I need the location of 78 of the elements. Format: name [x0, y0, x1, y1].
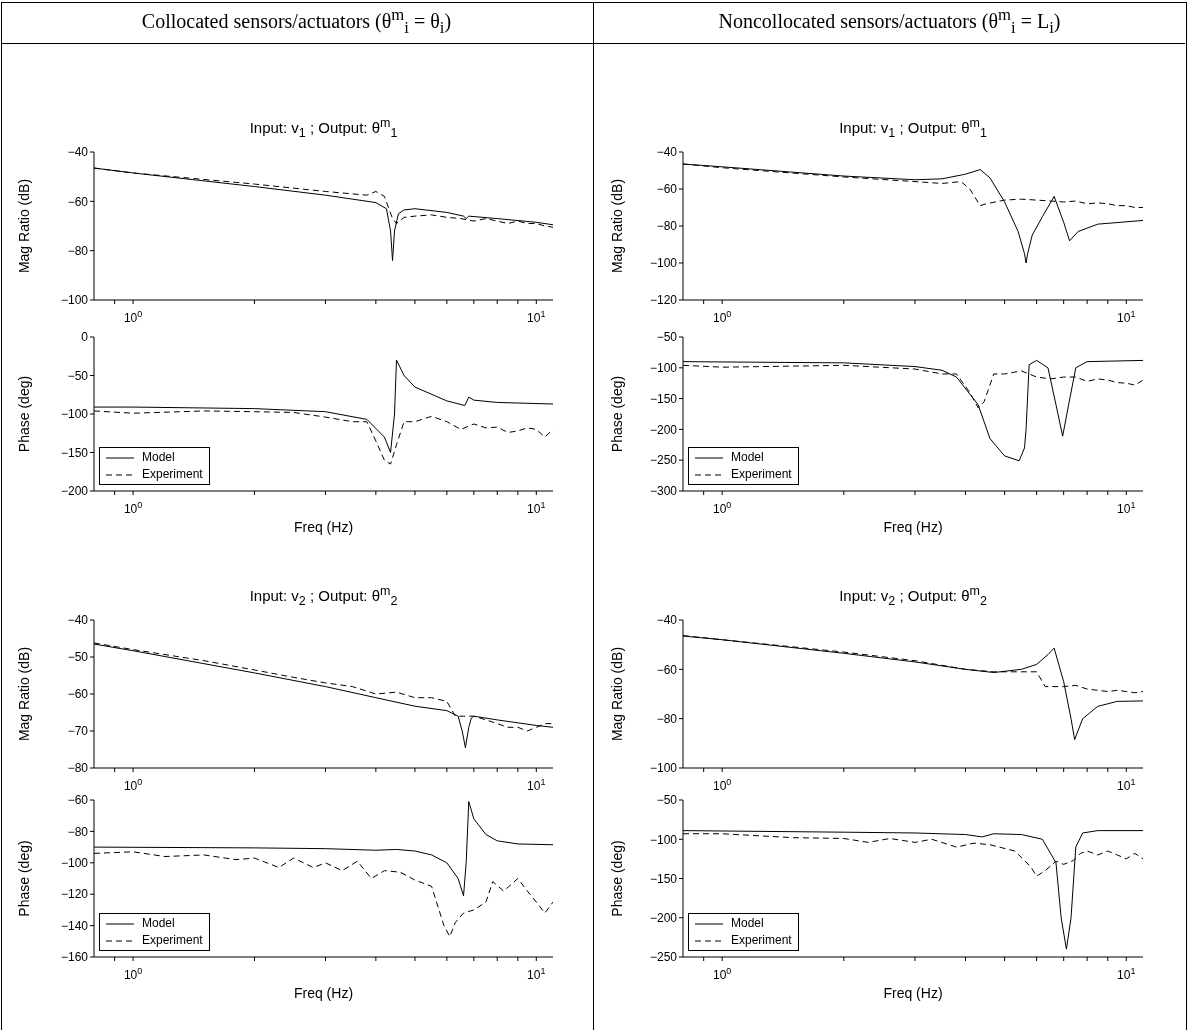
x-axis-title: Freq (Hz)	[882, 519, 944, 535]
y-tick-label: −80	[656, 219, 678, 234]
y-tick-label: −40	[656, 145, 678, 160]
x-tick-label: 10$^{0}$	[712, 966, 732, 982]
x-tick-label: 10$^{0}$	[123, 966, 143, 982]
y-axis-title: Mag Ratio (dB)	[608, 178, 625, 274]
y-axis-title: Phase (deg)	[15, 375, 32, 453]
y-tick-label: −100	[649, 761, 678, 776]
y-tick-label: −140	[60, 918, 89, 933]
x-tick-label: 10$^{1}$	[1117, 500, 1136, 516]
y-tick-label: −50	[656, 793, 678, 808]
y-axis-title: Phase (deg)	[608, 375, 625, 453]
y-tick-label: 0	[81, 330, 89, 345]
x-axis-title: Freq (Hz)	[292, 985, 355, 1001]
y-tick-label: −100	[649, 832, 678, 847]
y-tick-label: −40	[67, 613, 89, 628]
x-tick-label: 10$^{1}$	[1117, 966, 1136, 982]
y-axis-title: Mag Ratio (dB)	[15, 646, 32, 742]
y-tick-label: −80	[67, 761, 89, 776]
y-tick-label: −200	[649, 422, 678, 437]
text: Noncollocated sensors/actuators (θ$^{m}$$_{i}$ = L$_{i}$)	[718, 5, 1061, 38]
x-tick-label: 10$^{0}$	[123, 500, 143, 516]
y-axis-title: Phase (deg)	[15, 840, 32, 917]
y-tick-label: −40	[67, 145, 89, 160]
y-tick-label: −50	[67, 368, 89, 383]
y-tick-label: −40	[656, 613, 678, 628]
legend-label: Experiment	[731, 932, 792, 949]
y-tick-label: −200	[649, 911, 678, 926]
x-tick-label: 10$^{0}$	[712, 777, 732, 793]
x-tick-label: 10$^{1}$	[527, 309, 546, 325]
y-tick-label: −70	[67, 724, 89, 739]
y-tick-label: −160	[60, 950, 89, 965]
y-tick-label: −100	[60, 293, 89, 308]
legend-label: Experiment	[142, 932, 203, 949]
y-tick-label: −80	[656, 711, 678, 726]
y-tick-label: −60	[67, 687, 89, 702]
y-tick-label: −100	[649, 256, 678, 271]
y-tick-label: −250	[649, 950, 678, 965]
y-tick-label: −100	[60, 407, 89, 422]
y-tick-label: −150	[649, 391, 678, 406]
x-tick-label: 10$^{1}$	[1117, 777, 1136, 793]
y-tick-label: −60	[67, 793, 89, 808]
legend-label: Model	[731, 449, 764, 466]
legend-label: Experiment	[731, 466, 792, 483]
y-axis-title: Phase (deg)	[608, 840, 625, 917]
y-axis-title: Mag Ratio (dB)	[608, 646, 625, 742]
x-axis-title: Freq (Hz)	[292, 519, 355, 535]
x-tick-label: 10$^{1}$	[527, 777, 546, 793]
y-tick-label: −250	[649, 453, 678, 468]
y-tick-label: −80	[67, 824, 89, 839]
y-tick-label: −300	[649, 484, 678, 499]
x-tick-label: 10$^{1}$	[527, 966, 546, 982]
y-tick-label: −100	[60, 856, 89, 871]
y-tick-label: −50	[67, 650, 89, 665]
legend-label: Model	[142, 449, 175, 466]
x-axis-title: Freq (Hz)	[882, 985, 944, 1001]
y-tick-label: −150	[649, 871, 678, 886]
y-axis-title: Mag Ratio (dB)	[15, 178, 32, 274]
y-tick-label: −120	[60, 887, 89, 902]
x-tick-label: 10$^{0}$	[123, 777, 143, 793]
y-tick-label: −60	[67, 194, 89, 209]
y-tick-label: −200	[60, 484, 89, 499]
y-tick-label: −120	[649, 293, 678, 308]
x-tick-label: 10$^{1}$	[527, 500, 546, 516]
x-tick-label: 10$^{1}$	[1117, 309, 1136, 325]
y-tick-label: −50	[656, 330, 678, 345]
text: Collocated sensors/actuators (θ$^{m}$$_{i}$ = θ$_{i}$)	[141, 5, 452, 38]
y-tick-label: −60	[656, 182, 678, 197]
y-tick-label: −150	[60, 445, 89, 460]
x-tick-label: 10$^{0}$	[712, 500, 732, 516]
x-tick-label: 10$^{0}$	[123, 309, 143, 325]
y-tick-label: −60	[656, 662, 678, 677]
y-tick-label: −100	[649, 361, 678, 376]
legend-label: Experiment	[142, 466, 203, 483]
legend-label: Model	[142, 915, 175, 932]
legend-label: Model	[731, 915, 764, 932]
y-tick-label: −80	[67, 243, 89, 258]
x-tick-label: 10$^{0}$	[712, 309, 732, 325]
